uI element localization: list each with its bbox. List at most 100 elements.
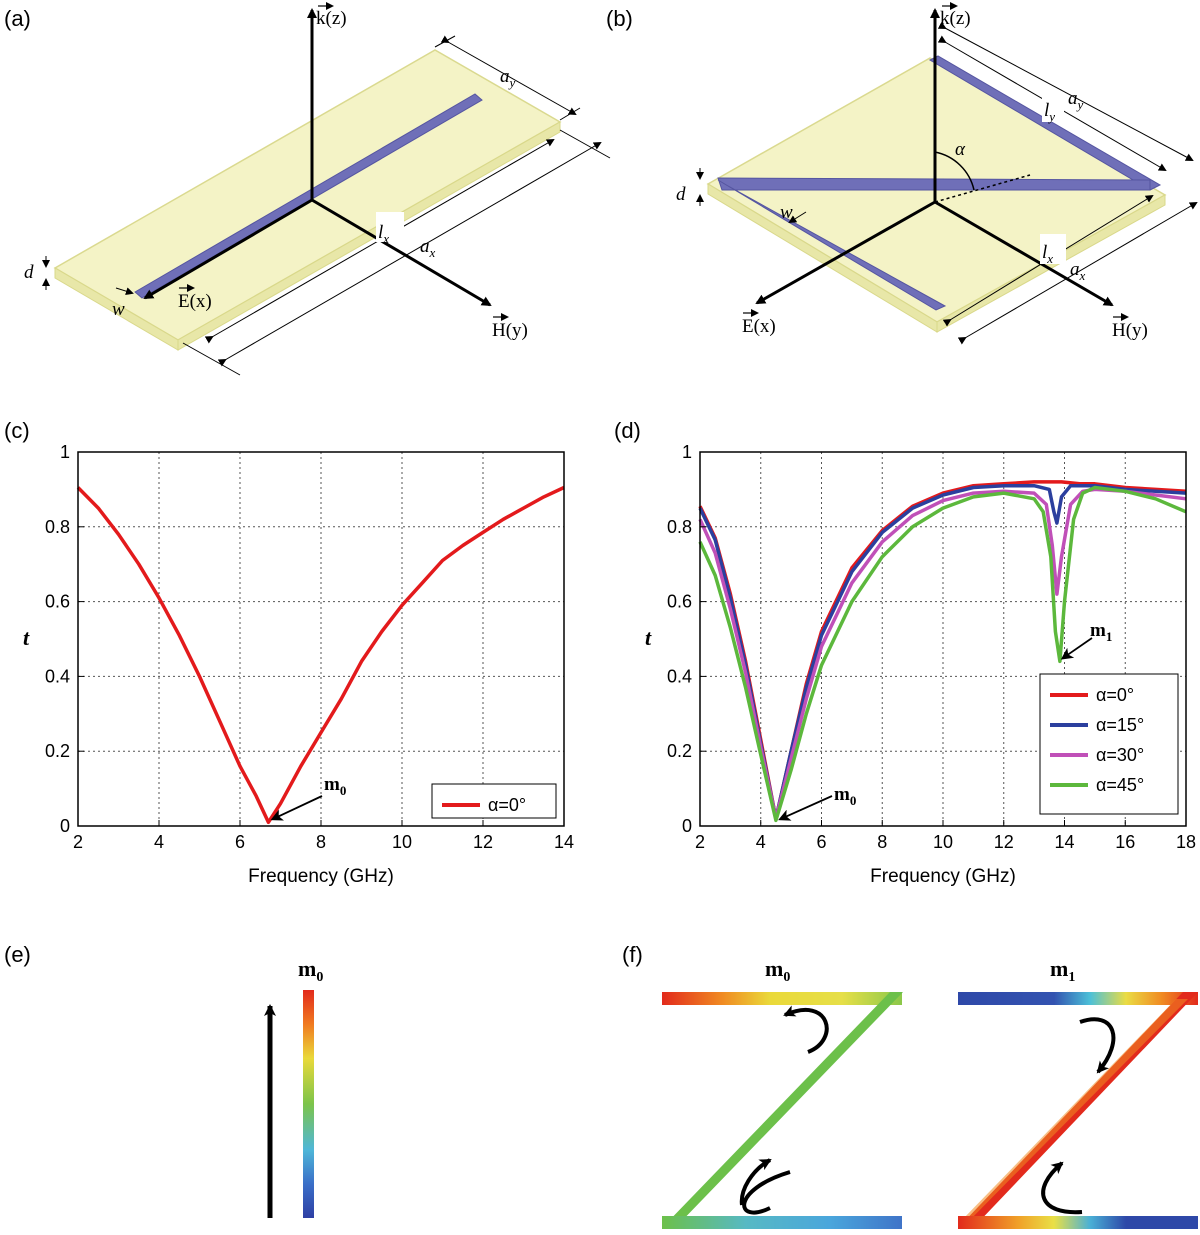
y-axis-label: t: [23, 625, 30, 650]
panel-label-f: (f): [622, 942, 643, 967]
w-label: w: [780, 202, 793, 223]
panel-label-d: (d): [614, 418, 641, 443]
y-tick-label: 0: [682, 816, 692, 836]
annotation-arrow: [778, 795, 833, 821]
ax-label: ax: [420, 236, 436, 260]
annotation-label: m0: [834, 784, 856, 808]
x-tick-label: 10: [933, 832, 953, 852]
w-arrow: [788, 211, 807, 224]
x-tick-label: 8: [877, 832, 887, 852]
panel-c: (c) 2 4 6 8 10 12 14 0 0.2 0.4 0.6 0.8 1 Frequency (G…: [4, 418, 574, 887]
x-tick-label: 14: [1054, 832, 1074, 852]
legend-label: α=15°: [1096, 715, 1144, 735]
e-axis-label: E(x): [178, 291, 212, 312]
panel-label-e: (e): [4, 942, 31, 967]
ay-label: ay: [1068, 88, 1084, 112]
y-tick-label: 0.2: [667, 741, 692, 761]
x-tick-label: 2: [695, 832, 705, 852]
series-line-0: [76, 485, 565, 825]
alpha-label: α: [955, 139, 966, 160]
panel-e: (e) m0: [4, 942, 323, 1218]
k-axis-label: k(z): [316, 8, 347, 29]
current-arrow-m1-top: [1079, 1017, 1116, 1074]
y-tick-label: 1: [682, 442, 692, 462]
x-axis-label: Frequency (GHz): [248, 866, 394, 887]
legend-label: α=45°: [1096, 775, 1144, 795]
e-axis-line: [755, 200, 936, 305]
annotation-arrow: [1060, 637, 1093, 660]
series-line-3: [698, 485, 1187, 823]
x-tick-label: 4: [154, 832, 164, 852]
x-tick-label: 6: [816, 832, 826, 852]
lx-label: lx: [378, 222, 389, 246]
angle-reference-line: [934, 174, 1031, 203]
lx-label-bg: [1040, 234, 1066, 264]
ax-dimension: [957, 201, 1198, 345]
ay-label: ay: [500, 66, 516, 90]
x-tick-label: 14: [554, 832, 574, 852]
z-field-map-m0: [662, 992, 903, 1229]
x-axis-label: Frequency (GHz): [870, 866, 1016, 887]
mode-label-m1: m1: [1050, 956, 1075, 985]
y-tick-label: 0.4: [45, 666, 70, 686]
current-arrow-m0-bottom-tail: [742, 1170, 791, 1215]
panel-a: (a) k(z) E(x) H(y) lx ax ay d w: [4, 2, 611, 376]
extension-line: [182, 342, 241, 376]
y-tick-label: 0.2: [45, 741, 70, 761]
x-tick-label: 12: [473, 832, 493, 852]
h-axis-label: H(y): [1112, 320, 1148, 341]
chart-c: 2 4 6 8 10 12 14 0 0.2 0.4 0.6 0.8 1 Frequency (GHz) t…: [23, 442, 574, 887]
mode-label-m0: m0: [765, 956, 790, 985]
d-label: d: [676, 184, 686, 205]
d-label: d: [24, 262, 34, 283]
x-tick-label: 4: [756, 832, 766, 852]
annotation-arrow: [270, 795, 323, 821]
legend-label: α=30°: [1096, 745, 1144, 765]
ax-dimension: [217, 141, 602, 367]
ay-dimension: [937, 21, 1194, 161]
h-axis-label: H(y): [492, 320, 528, 341]
z-field-map-m1: [958, 992, 1198, 1229]
ly-label: ly: [1044, 100, 1055, 124]
mode-label-m0: m0: [298, 956, 323, 985]
e-axis-label: E(x): [742, 316, 776, 337]
legend-label: α=0°: [1096, 685, 1134, 705]
x-tick-label: 12: [994, 832, 1014, 852]
ly-label-bg: [1042, 96, 1064, 122]
w-arrow: [115, 287, 134, 296]
k-axis-label: k(z): [940, 8, 971, 29]
extension-line: [559, 107, 581, 121]
x-tick-label: 6: [235, 832, 245, 852]
ax-label: ax: [1070, 259, 1086, 283]
annotation-label: m0: [324, 774, 346, 798]
y-tick-label: 0.8: [667, 517, 692, 537]
panel-d: (d) 2 4 6 8 10 12 14 16 18 0 0.2 0.4 0.6 0.8 1 Frequenc…: [614, 418, 1196, 887]
panel-label-b: (b): [606, 6, 633, 31]
extension-line: [559, 129, 611, 159]
wire-field-map: [303, 990, 314, 1218]
current-arrow-m1-bottom: [1041, 1161, 1083, 1215]
current-arrow-m0-top: [783, 1005, 829, 1054]
lx-label-bg: [376, 212, 404, 242]
current-arrow-m0-bottom: [739, 1158, 772, 1206]
x-tick-label: 16: [1115, 832, 1135, 852]
y-tick-label: 0.6: [667, 592, 692, 612]
panel-f: (f) m0 m1: [622, 942, 1198, 1229]
x-tick-label: 10: [392, 832, 412, 852]
legend: [431, 783, 557, 819]
legend: [1039, 673, 1179, 815]
w-label: w: [112, 299, 125, 320]
x-tick-label: 18: [1176, 832, 1196, 852]
y-axis-label: t: [645, 625, 652, 650]
y-tick-label: 0.6: [45, 592, 70, 612]
x-tick-label: 2: [73, 832, 83, 852]
y-tick-label: 0.8: [45, 517, 70, 537]
legend-label: α=0°: [488, 795, 526, 815]
annotation-label: m1: [1090, 620, 1112, 644]
extension-line: [434, 35, 456, 48]
y-tick-label: 1: [60, 442, 70, 462]
panel-label-c: (c): [4, 418, 30, 443]
y-tick-label: 0.4: [667, 666, 692, 686]
x-tick-label: 8: [316, 832, 326, 852]
